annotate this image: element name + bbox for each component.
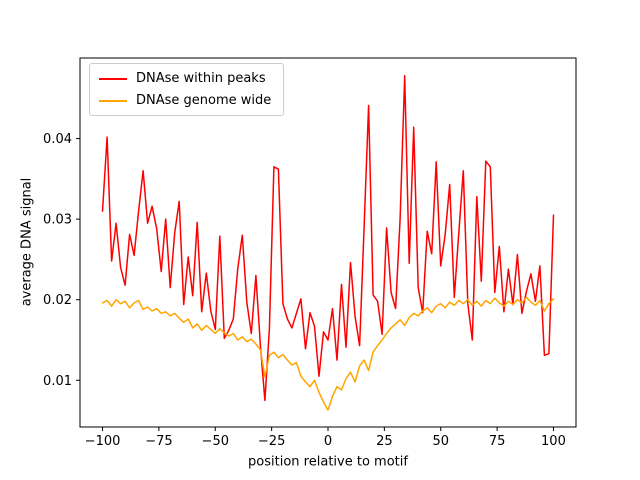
legend-item-dnase-genome-wide: DNAse genome wide xyxy=(99,93,271,108)
y-axis-title: average DNA signal xyxy=(19,177,35,307)
x-tick-label: 100 xyxy=(541,434,566,449)
legend-line-sample-orange xyxy=(99,99,127,102)
series-line-dnase-within-peaks xyxy=(101,74,555,402)
legend-label-dnase-genome-wide: DNAse genome wide xyxy=(136,93,272,108)
x-tick-label: 0 xyxy=(324,434,332,449)
legend-item-dnase-within-peaks: DNAse within peaks xyxy=(99,71,271,86)
x-tick-label: −100 xyxy=(85,434,121,449)
y-tick-label: 0.03 xyxy=(43,213,72,228)
legend-line-sample-red xyxy=(99,77,127,80)
x-tick-label: 75 xyxy=(489,434,506,449)
x-tick-label: 25 xyxy=(376,434,393,449)
legend: DNAse within peaks DNAse genome wide xyxy=(89,63,285,116)
x-axis-title: position relative to motif xyxy=(248,454,408,470)
y-tick-label: 0.04 xyxy=(43,132,72,147)
x-tick-label: −25 xyxy=(258,434,285,449)
legend-label-dnase-within-peaks: DNAse within peaks xyxy=(136,71,266,86)
y-tick-label: 0.02 xyxy=(43,293,72,308)
x-tick-label: −75 xyxy=(145,434,172,449)
x-tick-label: 50 xyxy=(432,434,449,449)
series-line-dnase-genome-wide xyxy=(101,296,555,411)
y-tick-label: 0.01 xyxy=(43,374,72,389)
x-tick-label: −50 xyxy=(202,434,229,449)
